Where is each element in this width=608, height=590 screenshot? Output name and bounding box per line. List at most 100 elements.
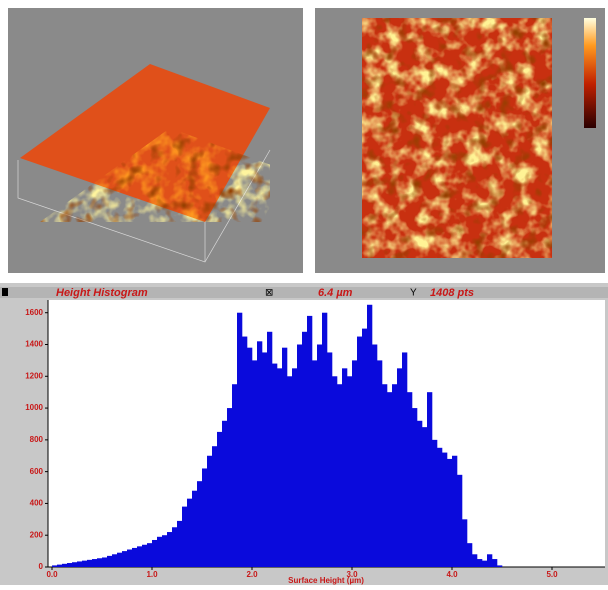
bar: [352, 360, 358, 567]
header-value: 6.4 µm: [318, 287, 353, 299]
bar: [142, 544, 148, 567]
x-tick-label: 2.0: [246, 570, 258, 579]
color-bar: [584, 18, 596, 128]
bar: [132, 547, 138, 567]
bar: [477, 559, 483, 567]
bar: [297, 344, 303, 567]
y-tick-label: 200: [30, 530, 44, 539]
bar: [422, 427, 428, 567]
header-icon-y: Y: [410, 288, 417, 299]
x-tick-label: 3.0: [346, 570, 358, 579]
bar: [437, 447, 443, 567]
y-tick-label: 400: [30, 499, 44, 508]
bar: [417, 420, 423, 567]
bar: [212, 446, 218, 567]
bar: [207, 455, 213, 567]
header-icon-x: ⊠: [265, 288, 273, 299]
bar: [487, 554, 493, 567]
bar: [147, 543, 153, 567]
bar: [152, 539, 158, 567]
x-tick-label: 5.0: [546, 570, 558, 579]
bar: [77, 561, 83, 567]
bar: [157, 536, 163, 567]
y-tick-label: 1600: [25, 308, 43, 317]
bar: [492, 559, 498, 567]
bar: [202, 468, 208, 567]
bar: [397, 368, 403, 567]
bar: [402, 352, 408, 567]
bar: [177, 520, 183, 567]
bar: [442, 452, 448, 567]
header-value: 1408 pts: [430, 287, 474, 299]
bar: [252, 360, 258, 567]
x-tick-label: 1.0: [146, 570, 158, 579]
bar: [82, 560, 88, 567]
bar: [362, 328, 368, 567]
afm-map-shadow: [362, 18, 552, 258]
bar: [187, 498, 193, 567]
bar: [267, 331, 273, 567]
bar: [497, 565, 503, 567]
bar: [97, 558, 103, 567]
bar: [347, 376, 353, 567]
bar: [327, 352, 333, 567]
bar: [102, 557, 108, 567]
bar: [427, 392, 433, 567]
bar: [407, 392, 413, 567]
y-tick-label: 1000: [25, 403, 43, 412]
bar: [387, 392, 393, 567]
bar: [62, 563, 68, 567]
bar: [372, 344, 378, 567]
bar: [467, 543, 473, 567]
bar: [472, 554, 478, 567]
bar: [272, 363, 278, 567]
bar: [67, 563, 73, 567]
bar: [57, 564, 63, 567]
header-bar: [0, 287, 608, 298]
bar: [332, 376, 338, 567]
bar: [462, 519, 468, 567]
x-tick-label: 4.0: [446, 570, 458, 579]
bar: [302, 331, 308, 567]
bar: [262, 352, 268, 567]
bar: [432, 439, 438, 567]
bar: [282, 347, 288, 567]
bar: [127, 549, 133, 567]
bar: [357, 336, 363, 567]
bar: [182, 506, 188, 567]
bar: [382, 384, 388, 567]
bar: [242, 336, 248, 567]
bar: [247, 347, 253, 567]
bar: [277, 368, 283, 567]
bar: [457, 474, 463, 567]
bar: [107, 555, 113, 567]
bar: [482, 560, 488, 567]
bar: [447, 458, 453, 567]
bar: [217, 431, 223, 567]
bar: [122, 551, 128, 567]
y-tick-label: 800: [30, 435, 44, 444]
bar: [167, 532, 173, 567]
bar: [227, 408, 233, 567]
bar: [257, 341, 263, 567]
bar: [412, 408, 418, 567]
bar: [337, 384, 343, 567]
bar: [172, 527, 178, 567]
chart-title: Height Histogram: [56, 287, 148, 299]
header-icon: [2, 288, 8, 296]
y-tick-label: 1400: [25, 340, 43, 349]
bar: [287, 376, 293, 567]
bar: [112, 554, 118, 567]
bar: [137, 546, 143, 567]
bar: [52, 565, 58, 567]
bar: [192, 490, 198, 567]
bar: [72, 562, 78, 567]
bar: [377, 360, 383, 567]
afm-3d-box: [17, 149, 271, 263]
bar: [452, 455, 458, 567]
bar: [392, 384, 398, 567]
bar: [317, 344, 323, 567]
bar: [307, 315, 313, 567]
